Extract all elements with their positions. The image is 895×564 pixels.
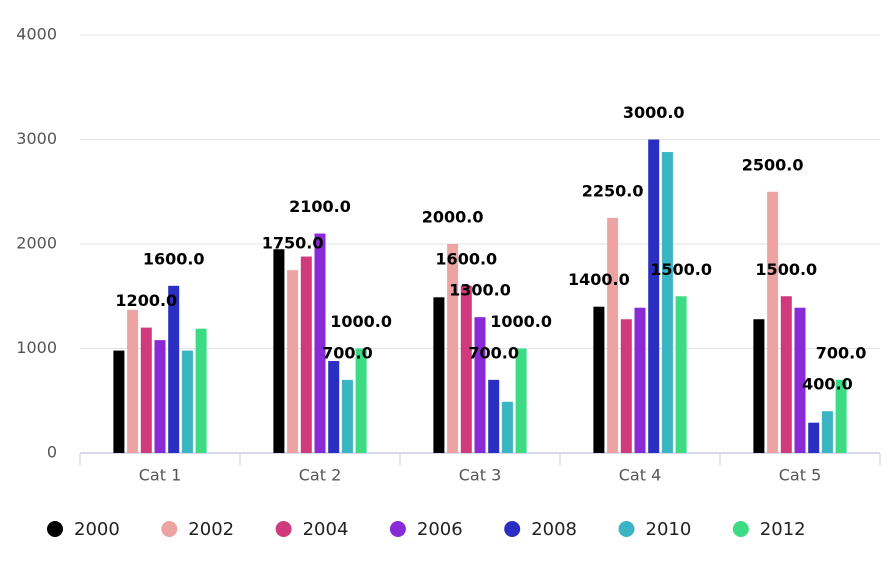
legend-label: 2006 <box>417 519 463 540</box>
data-label: 1000.0 <box>490 312 552 331</box>
data-label: 700.0 <box>468 343 519 362</box>
bar <box>300 256 312 453</box>
data-label: 1750.0 <box>262 234 324 253</box>
bar <box>341 379 353 453</box>
bar <box>328 361 340 453</box>
x-tick-label: Cat 3 <box>459 466 502 485</box>
legend-swatch <box>618 521 635 537</box>
bar <box>648 139 660 453</box>
bar <box>355 348 367 453</box>
data-label: 1200.0 <box>115 291 177 310</box>
legend-swatch <box>47 521 63 537</box>
legend-label: 2000 <box>74 519 120 540</box>
data-label: 700.0 <box>322 343 373 362</box>
bar <box>273 249 285 453</box>
bar <box>433 297 445 453</box>
data-label: 1400.0 <box>568 270 630 289</box>
bar <box>447 244 459 453</box>
bar <box>195 328 207 453</box>
legend-label: 2008 <box>531 519 577 540</box>
bar <box>181 350 193 453</box>
data-label: 1000.0 <box>330 312 392 331</box>
y-tick-label: 3000 <box>16 129 57 148</box>
legend-swatch <box>389 521 406 537</box>
x-tick-label: Cat 1 <box>139 466 182 485</box>
bar <box>515 348 527 453</box>
y-tick-label: 2000 <box>16 234 57 253</box>
legend-swatch <box>504 521 521 537</box>
bar <box>767 191 779 453</box>
bar <box>287 270 299 453</box>
x-tick-label: Cat 4 <box>619 466 662 485</box>
data-label: 2100.0 <box>289 197 351 216</box>
bar <box>501 401 513 453</box>
data-label: 1600.0 <box>435 249 497 268</box>
bar <box>127 309 139 453</box>
bar <box>488 379 500 453</box>
y-tick-label: 0 <box>47 443 57 462</box>
bar <box>460 285 472 453</box>
y-tick-label: 1000 <box>16 338 57 357</box>
legend-label: 2004 <box>303 519 349 540</box>
x-tick-label: Cat 5 <box>779 466 822 485</box>
data-label: 3000.0 <box>623 103 685 122</box>
bar <box>753 319 765 453</box>
bar <box>661 152 673 454</box>
bar <box>821 411 833 453</box>
bar <box>620 319 632 453</box>
bar <box>154 340 166 453</box>
bar <box>168 285 180 453</box>
data-label: 400.0 <box>802 375 853 394</box>
legend-swatch <box>732 521 749 537</box>
bar <box>113 350 125 453</box>
legend-swatch <box>161 521 178 537</box>
data-label: 1500.0 <box>755 260 817 279</box>
bar <box>314 233 326 453</box>
legend-label: 2002 <box>188 519 234 540</box>
data-label: 700.0 <box>816 343 867 362</box>
data-label: 2250.0 <box>582 181 644 200</box>
bar <box>780 296 792 453</box>
y-tick-label: 4000 <box>16 25 57 44</box>
bar <box>675 296 687 453</box>
bar <box>835 379 847 453</box>
data-label: 2500.0 <box>742 155 804 174</box>
data-label: 1500.0 <box>650 260 712 279</box>
bar <box>140 327 152 453</box>
bar <box>607 217 619 453</box>
bar <box>794 307 806 453</box>
bar <box>593 306 605 453</box>
data-label: 1600.0 <box>143 249 205 268</box>
legend-swatch <box>275 521 292 537</box>
x-tick-label: Cat 2 <box>299 466 342 485</box>
bar <box>474 317 486 453</box>
data-label: 2000.0 <box>422 208 484 227</box>
legend-label: 2010 <box>646 519 692 540</box>
bar <box>808 422 820 453</box>
data-label: 1300.0 <box>449 281 511 300</box>
legend-label: 2012 <box>760 519 806 540</box>
bar <box>634 307 646 453</box>
